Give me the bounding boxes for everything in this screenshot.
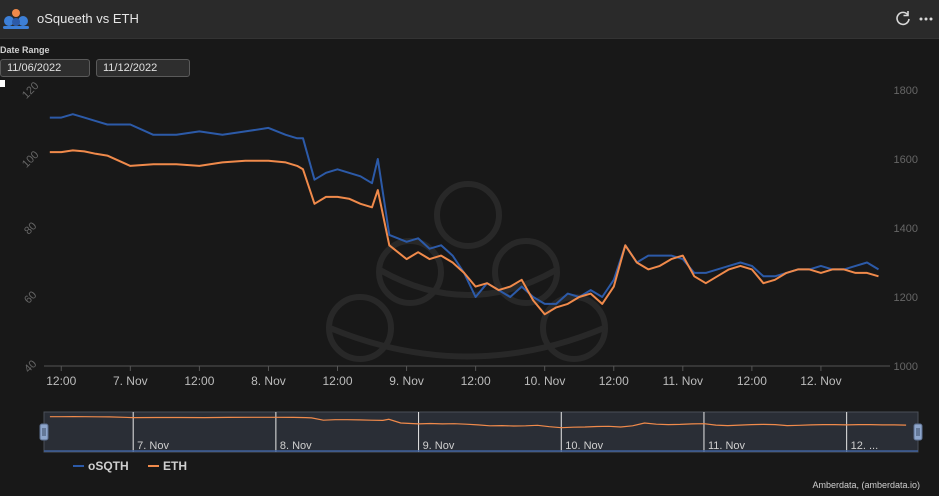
x-tick-label: 9. Nov [389,374,424,388]
series-line-eth [49,149,879,316]
legend-label: oSQTH [88,459,129,473]
y-left-tick-label: 100 [20,149,41,170]
x-tick-label: 8. Nov [251,374,286,388]
date-range-label: Date Range [0,45,50,55]
navigator-right-handle[interactable] [913,423,923,441]
navigator-tick-label: 11. Nov [708,440,746,452]
x-tick-label: 10. Nov [524,374,565,388]
y-right-tick-label: 1400 [894,223,918,235]
y-right-tick-label: 1000 [894,361,918,373]
more-icon[interactable] [917,9,935,27]
watermark-icon [326,181,608,362]
x-tick-label: 12:00 [599,374,629,388]
widget-title: oSqueeth vs ETH [37,11,139,26]
legend-item-eth[interactable]: ETH [148,459,187,473]
y-left-tick-label: 120 [20,80,41,101]
data-credit: Amberdata, (amberdata.io) [812,480,920,490]
navigator-tick-label: 9. Nov [423,440,455,452]
y-right-tick-label: 1600 [894,154,918,166]
navigator-tick-label: 10. Nov [565,440,603,452]
start-date-input[interactable] [0,59,90,77]
x-tick-label: 12:00 [46,374,76,388]
y-left-tick-label: 60 [22,289,39,306]
y-right-tick-label: 1200 [894,292,918,304]
navigator-tick-label: 7. Nov [137,440,169,452]
navigator-left-handle[interactable] [39,423,49,441]
x-tick-label: 11. Nov [663,374,703,388]
range-marker [0,80,5,87]
x-tick-label: 12:00 [184,374,214,388]
amberdata-logo-icon [3,9,29,29]
x-tick-label: 12:00 [737,374,767,388]
legend-label: ETH [163,459,187,473]
navigator-tick-label: 8. Nov [280,440,312,452]
series-line-osqth [49,113,880,305]
x-tick-label: 12:00 [322,374,352,388]
widget-header: oSqueeth vs ETH [0,0,939,39]
legend-item-osqth[interactable]: oSQTH [73,459,129,473]
navigator-series-line [49,415,907,429]
x-tick-label: 7. Nov [113,374,148,388]
y-left-tick-label: 80 [22,220,39,237]
refresh-icon[interactable] [894,9,912,27]
x-tick-label: 12:00 [461,374,491,388]
end-date-input[interactable] [96,59,190,77]
x-tick-label: 12. Nov [800,374,841,388]
navigator-tick-label: 12. ... [851,440,879,452]
y-left-tick-label: 40 [22,358,39,375]
y-right-tick-label: 1800 [894,85,918,97]
